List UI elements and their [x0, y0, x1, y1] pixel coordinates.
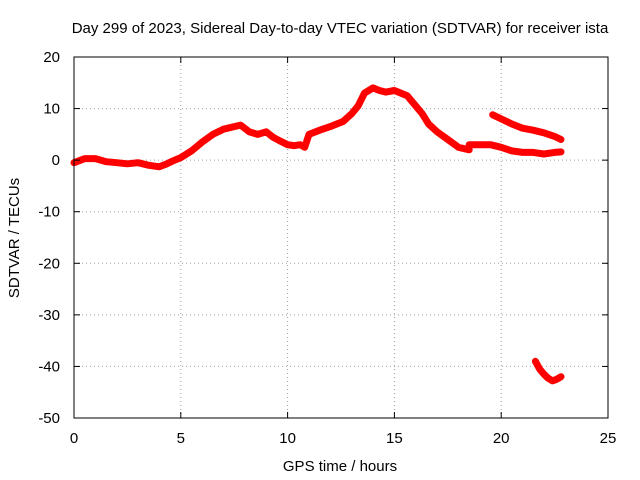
- series-line-arc-1: [70, 84, 473, 171]
- y-tick-label: 0: [52, 152, 60, 169]
- x-axis-label: GPS time / hours: [283, 458, 397, 475]
- y-tick-label: 20: [43, 49, 60, 66]
- x-tick-label: 5: [177, 430, 185, 447]
- y-tick-label: -40: [38, 358, 60, 375]
- y-tick-label: -20: [38, 255, 60, 272]
- y-tick-label: -50: [38, 410, 60, 427]
- series-group: [70, 84, 565, 385]
- chart-title: Day 299 of 2023, Sidereal Day-to-day VTE…: [72, 20, 609, 37]
- series-line-arc-3: [489, 111, 565, 143]
- y-tick-labels: -50 -40 -30 -20 -10 0 10 20: [38, 49, 60, 427]
- y-axis-label: SDTVAR / TECUs: [6, 178, 23, 298]
- grid: [74, 57, 608, 418]
- series-line-arc-2: [465, 141, 565, 158]
- y-tick-label: -30: [38, 307, 60, 324]
- x-tick-label: 10: [279, 430, 296, 447]
- series-line-arc-4: [531, 357, 565, 385]
- x-tick-label: 15: [386, 430, 403, 447]
- x-tick-label: 20: [493, 430, 510, 447]
- x-tick-label: 25: [600, 430, 617, 447]
- ticks: [73, 56, 609, 419]
- plot-frame: [73, 56, 609, 419]
- y-tick-label: 10: [43, 101, 60, 118]
- y-tick-label: -10: [38, 204, 60, 221]
- x-tick-labels: 0 5 10 15 20 25: [70, 430, 617, 447]
- x-tick-label: 0: [70, 430, 78, 447]
